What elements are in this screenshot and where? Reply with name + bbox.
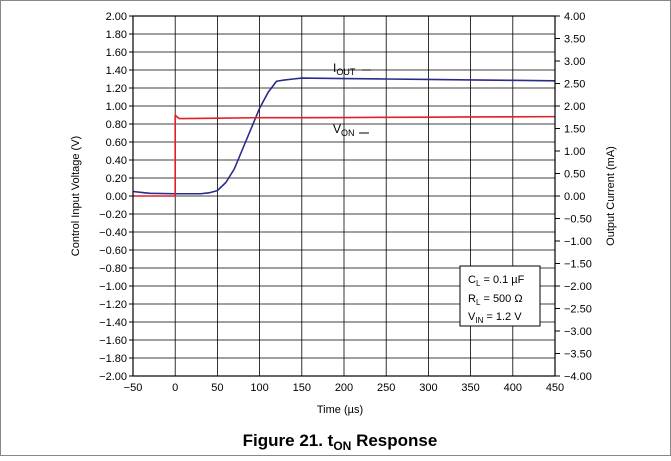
- y-left-tick-label: 0.60: [106, 137, 127, 149]
- condition-cl-value: = 0.1 µF: [480, 274, 524, 286]
- condition-rl-value: = 500 Ω: [480, 293, 522, 305]
- y-left-tick-labels: 2.00 1.80 1.60 1.40 1.20 1.00 0.80 0.60 0.40 0.20…: [99, 11, 127, 383]
- caption-tail: Response: [351, 431, 437, 450]
- x-tick-label: 250: [377, 382, 395, 394]
- y-left-tick-label: 0.40: [106, 155, 127, 167]
- y-right-tick-label: −0.50: [564, 214, 592, 226]
- condition-vin-sub: IN: [475, 316, 483, 325]
- y-right-tick-label: 0.50: [564, 169, 585, 181]
- y-right-tick-label: 2.00: [564, 101, 585, 113]
- y-right-tick-label: 1.50: [564, 124, 585, 136]
- y-left-tick-label: 0.80: [106, 119, 127, 131]
- y-left-tick-label: −1.60: [99, 335, 127, 347]
- plot-frame: [132, 15, 556, 377]
- x-tick-label: 450: [546, 382, 564, 394]
- y-right-tick-label: −1.00: [564, 236, 592, 248]
- y-right-tick-label: −3.00: [564, 326, 592, 338]
- y-left-tick-label: 1.20: [106, 83, 127, 95]
- x-tick-label: 0: [172, 382, 178, 394]
- conditions-box: CL = 0.1 µF RL = 500 Ω VIN = 1.2 V: [459, 265, 541, 327]
- x-tick-label: 400: [504, 382, 522, 394]
- x-tick-label: −50: [124, 382, 143, 394]
- y-right-tick-label: −2.50: [564, 304, 592, 316]
- condition-rl-sub: L: [476, 298, 481, 307]
- caption-sub: ON: [333, 439, 351, 453]
- condition-cl-sub: L: [476, 279, 481, 288]
- y-left-tick-label: −0.80: [99, 263, 127, 275]
- iout-label-sub: OUT: [336, 67, 356, 77]
- von-label-sub: ON: [341, 128, 355, 138]
- figure-caption: Figure 21. tON Response: [243, 431, 438, 453]
- y-left-tick-label: −0.60: [99, 245, 127, 257]
- y-left-tick-label: −1.80: [99, 353, 127, 365]
- x-tick-label: 200: [335, 382, 353, 394]
- y-left-tick-label: −1.20: [99, 299, 127, 311]
- condition-rl: RL = 500 Ω: [468, 293, 523, 307]
- y-left-tick-label: −1.40: [99, 317, 127, 329]
- x-tick-label: 300: [419, 382, 437, 394]
- y-left-tick-label: 1.40: [106, 65, 127, 77]
- series-layer: [132, 77, 556, 197]
- x-tick-labels: −50 0 50 100 150 200 250 300 350 400 450: [124, 382, 565, 394]
- y-right-tick-label: −1.50: [564, 259, 592, 271]
- y-right-tick-label: 0.00: [564, 191, 585, 203]
- caption-main: Figure 21. t: [243, 431, 334, 450]
- x-axis-label: Time (µs): [317, 404, 363, 416]
- condition-cl-main: C: [468, 274, 476, 286]
- condition-rl-main: R: [468, 293, 476, 305]
- von-series-line: [133, 114, 556, 197]
- y-left-tick-label: −2.00: [99, 371, 127, 383]
- von-label: VON: [333, 122, 355, 138]
- y-left-tick-label: 0.00: [106, 191, 127, 203]
- y-right-tick-label: 4.00: [564, 11, 585, 23]
- conditions-box-border: [459, 265, 541, 327]
- y-right-tick-labels: 4.00 3.50 3.00 2.50 2.00 1.50 1.00 0.50 0.00 −0.5…: [564, 11, 592, 383]
- condition-vin: VIN = 1.2 V: [468, 311, 522, 325]
- y-left-tick-label: 2.00: [106, 11, 127, 23]
- y-right-axis-label: Output Current (mA): [605, 146, 617, 246]
- y-left-tick-label: 1.80: [106, 29, 127, 41]
- condition-vin-main: V: [468, 311, 476, 323]
- y-right-tick-label: −3.50: [564, 349, 592, 361]
- y-right-tick-label: 1.00: [564, 146, 585, 158]
- y-left-axis-label: Control Input Voltage (V): [70, 136, 82, 256]
- y-right-tick-label: −4.00: [564, 371, 592, 383]
- condition-cl: CL = 0.1 µF: [468, 274, 525, 288]
- x-tick-label: 150: [293, 382, 311, 394]
- y-left-tick-label: −0.40: [99, 227, 127, 239]
- condition-vin-value: = 1.2 V: [483, 311, 522, 323]
- x-tick-label: 50: [211, 382, 223, 394]
- y-left-tick-label: 0.20: [106, 173, 127, 185]
- y-left-tick-label: −1.00: [99, 281, 127, 293]
- y-right-tick-label: 2.50: [564, 79, 585, 91]
- y-right-tick-label: 3.00: [564, 56, 585, 68]
- y-left-tick-label: 1.60: [106, 47, 127, 59]
- y-left-tick-label: −0.20: [99, 209, 127, 221]
- y-right-tick-label: 3.50: [564, 34, 585, 46]
- y-left-tick-label: 1.00: [106, 101, 127, 113]
- x-tick-label: 100: [250, 382, 268, 394]
- iout-label: IOUT: [333, 61, 356, 77]
- iout-label-main: I: [333, 61, 336, 75]
- x-tick-label: 350: [461, 382, 479, 394]
- y-right-tick-label: −2.00: [564, 281, 592, 293]
- von-label-main: V: [333, 122, 341, 136]
